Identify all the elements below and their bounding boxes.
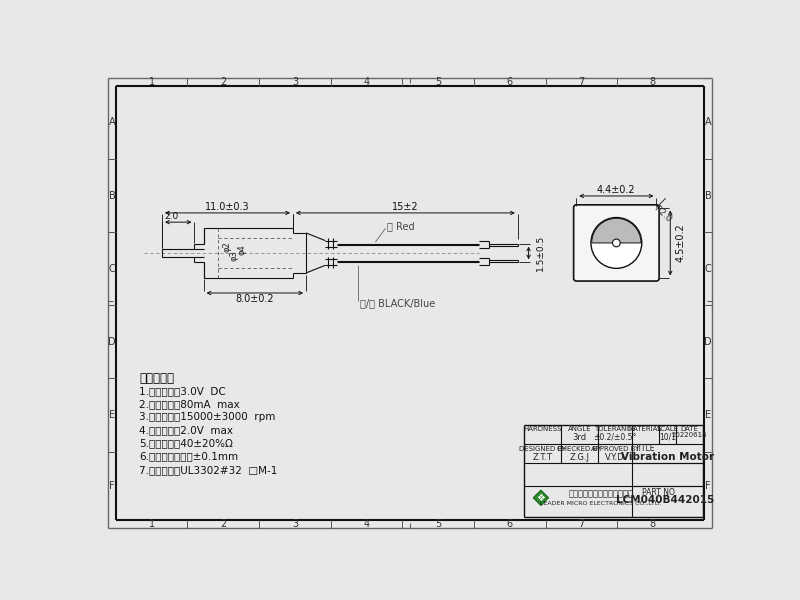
Text: 1.颗定电压：3.0V  DC: 1.颗定电压：3.0V DC [139,386,226,396]
Text: DATE: DATE [681,425,698,431]
Text: R2.0: R2.0 [652,203,673,224]
Text: F: F [109,481,115,491]
Text: φ2: φ2 [222,241,231,252]
Text: 4.5±0.2: 4.5±0.2 [676,224,686,262]
Wedge shape [592,218,641,243]
Text: A: A [705,118,711,127]
Text: 1: 1 [149,519,154,529]
Text: 3: 3 [292,519,298,529]
Text: D: D [108,337,116,347]
Text: 2: 2 [220,519,226,529]
Text: 1.5±0.5: 1.5±0.5 [537,235,546,271]
Text: 8.0±0.2: 8.0±0.2 [235,294,274,304]
Text: E: E [109,410,115,420]
Text: 6.未注公差尺寸为±0.1mm: 6.未注公差尺寸为±0.1mm [139,452,238,461]
Text: Vibration Motor: Vibration Motor [621,452,714,462]
FancyBboxPatch shape [574,205,659,281]
Text: C: C [705,264,711,274]
Text: LEADER MICRO ELECTRONICS CO.,LTD.: LEADER MICRO ELECTRONICS CO.,LTD. [540,500,662,506]
Text: 5: 5 [435,519,442,529]
Text: 4: 4 [363,77,370,87]
Text: V.Y.D: V.Y.D [605,452,625,461]
Text: ANGLE: ANGLE [567,426,591,432]
Text: Z.G.J: Z.G.J [570,452,590,461]
Text: 2.0: 2.0 [164,212,178,221]
Text: 10/1: 10/1 [659,433,677,442]
Text: ±0.2/±0.5°: ±0.2/±0.5° [593,433,637,442]
Text: 4.4±0.2: 4.4±0.2 [597,185,636,195]
Text: 1: 1 [149,77,154,87]
Text: 4: 4 [363,519,370,529]
Text: 7: 7 [578,77,585,87]
Text: 8: 8 [650,519,656,529]
Text: B: B [109,191,115,200]
Text: 3rd: 3rd [572,433,586,442]
Text: CHECKED BY: CHECKED BY [558,446,602,452]
Text: 2: 2 [220,77,226,87]
Text: 7.导线规格：UL3302#32  □M-1: 7.导线规格：UL3302#32 □M-1 [139,464,278,475]
Text: 立得微电子（惠州）有限公司: 立得微电子（惠州）有限公司 [569,490,634,499]
Text: 红 Red: 红 Red [387,221,414,231]
Text: 8: 8 [650,77,656,87]
Text: 7: 7 [578,519,585,529]
Text: D: D [704,337,712,347]
Text: TITLE: TITLE [634,444,655,453]
Text: 11.0±0.3: 11.0±0.3 [205,202,250,212]
Text: φ3: φ3 [230,251,239,262]
Text: 6: 6 [506,519,513,529]
Text: MATERIAL: MATERIAL [628,425,662,431]
Text: E: E [705,410,711,420]
Circle shape [591,218,642,268]
Circle shape [613,239,620,247]
Text: 5: 5 [435,77,442,87]
Text: HARDNESS: HARDNESS [523,426,562,432]
Text: TOLERANCE: TOLERANCE [594,425,635,431]
Text: 20220614: 20220614 [672,433,707,439]
Text: 15±2: 15±2 [392,202,418,212]
Text: LCM040B442015: LCM040B442015 [616,495,714,505]
Text: 5.端子阻抗：40±20%Ω: 5.端子阻抗：40±20%Ω [139,439,233,449]
Text: C: C [109,264,115,274]
Text: F: F [705,481,711,491]
Text: 2.颗定电流：80mA  max: 2.颗定电流：80mA max [139,399,240,409]
Text: DESIGNED BY: DESIGNED BY [519,446,566,452]
Text: Z.T.T: Z.T.T [533,452,553,461]
Text: ❖: ❖ [537,493,546,503]
Text: φ4: φ4 [238,244,246,255]
Text: 4.起动电压：2.0V  max: 4.起动电压：2.0V max [139,425,233,436]
Text: 6: 6 [506,77,513,87]
Text: A: A [109,118,115,127]
Text: 技术要求：: 技术要求： [139,372,174,385]
Text: 黑/蓝 BLACK/Blue: 黑/蓝 BLACK/Blue [360,298,435,308]
Text: APPROVED BY: APPROVED BY [590,446,639,452]
Text: PART NO: PART NO [642,488,674,497]
Text: 3.颗定转速：15000±3000  rpm: 3.颗定转速：15000±3000 rpm [139,412,275,422]
Text: SCALE: SCALE [657,425,679,431]
Text: B: B [705,191,711,200]
Text: 3: 3 [292,77,298,87]
Polygon shape [534,490,549,506]
